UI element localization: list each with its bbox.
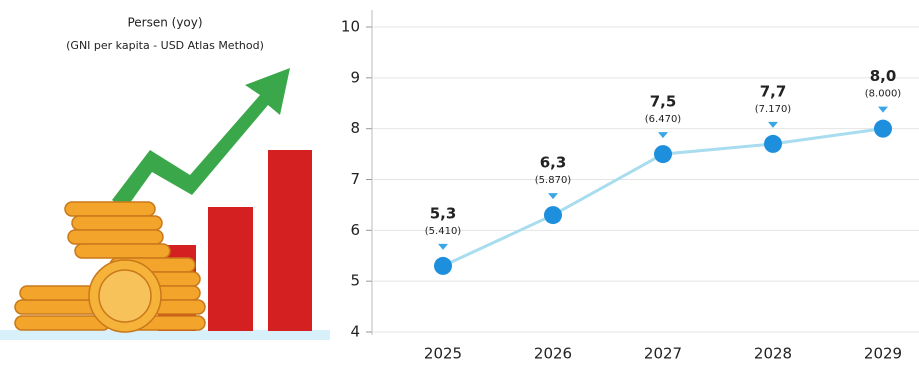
y-tick-label: 10 bbox=[341, 18, 360, 36]
value-label: 8,0 bbox=[870, 67, 897, 85]
pointer bbox=[878, 106, 888, 113]
point bbox=[874, 119, 892, 138]
annotation: (5.870) bbox=[535, 175, 572, 186]
y-tick-label: 9 bbox=[350, 68, 360, 86]
point bbox=[654, 145, 672, 164]
x-tick-label: 2028 bbox=[754, 345, 792, 363]
point bbox=[764, 134, 782, 153]
y-tick-label: 5 bbox=[350, 272, 360, 290]
x-tick-label: 2025 bbox=[424, 345, 462, 363]
value-label: 7,5 bbox=[650, 93, 677, 111]
y-tick-label: 6 bbox=[350, 221, 360, 239]
coins bbox=[14, 201, 206, 333]
floor bbox=[0, 330, 330, 340]
pointer bbox=[438, 243, 448, 250]
annotation: (5.410) bbox=[425, 226, 462, 237]
pointer bbox=[548, 193, 558, 200]
y-tick-label: 4 bbox=[350, 323, 360, 341]
annotation: (8.000) bbox=[865, 89, 902, 100]
annotation: (7.170) bbox=[755, 104, 792, 115]
chart-title: Persen (yoy) bbox=[127, 16, 202, 30]
y-tick-label: 7 bbox=[350, 170, 360, 188]
x-tick-label: 2029 bbox=[864, 345, 902, 363]
annotation: (6.470) bbox=[645, 114, 682, 125]
y-tick-label: 8 bbox=[350, 119, 360, 137]
value-label: 7,7 bbox=[760, 82, 787, 100]
x-tick-label: 2027 bbox=[644, 345, 682, 363]
red-bar bbox=[208, 207, 253, 331]
red-bar bbox=[268, 150, 312, 331]
value-label: 6,3 bbox=[540, 154, 567, 172]
point bbox=[544, 206, 562, 225]
point bbox=[434, 256, 452, 275]
value-label: 5,3 bbox=[430, 204, 457, 222]
pointer bbox=[768, 121, 778, 128]
x-tick-label: 2026 bbox=[534, 345, 572, 363]
chart-subtitle: (GNI per kapita - USD Atlas Method) bbox=[66, 39, 264, 52]
illustration bbox=[0, 68, 330, 340]
pointer bbox=[658, 132, 668, 139]
arrow bbox=[112, 68, 290, 210]
